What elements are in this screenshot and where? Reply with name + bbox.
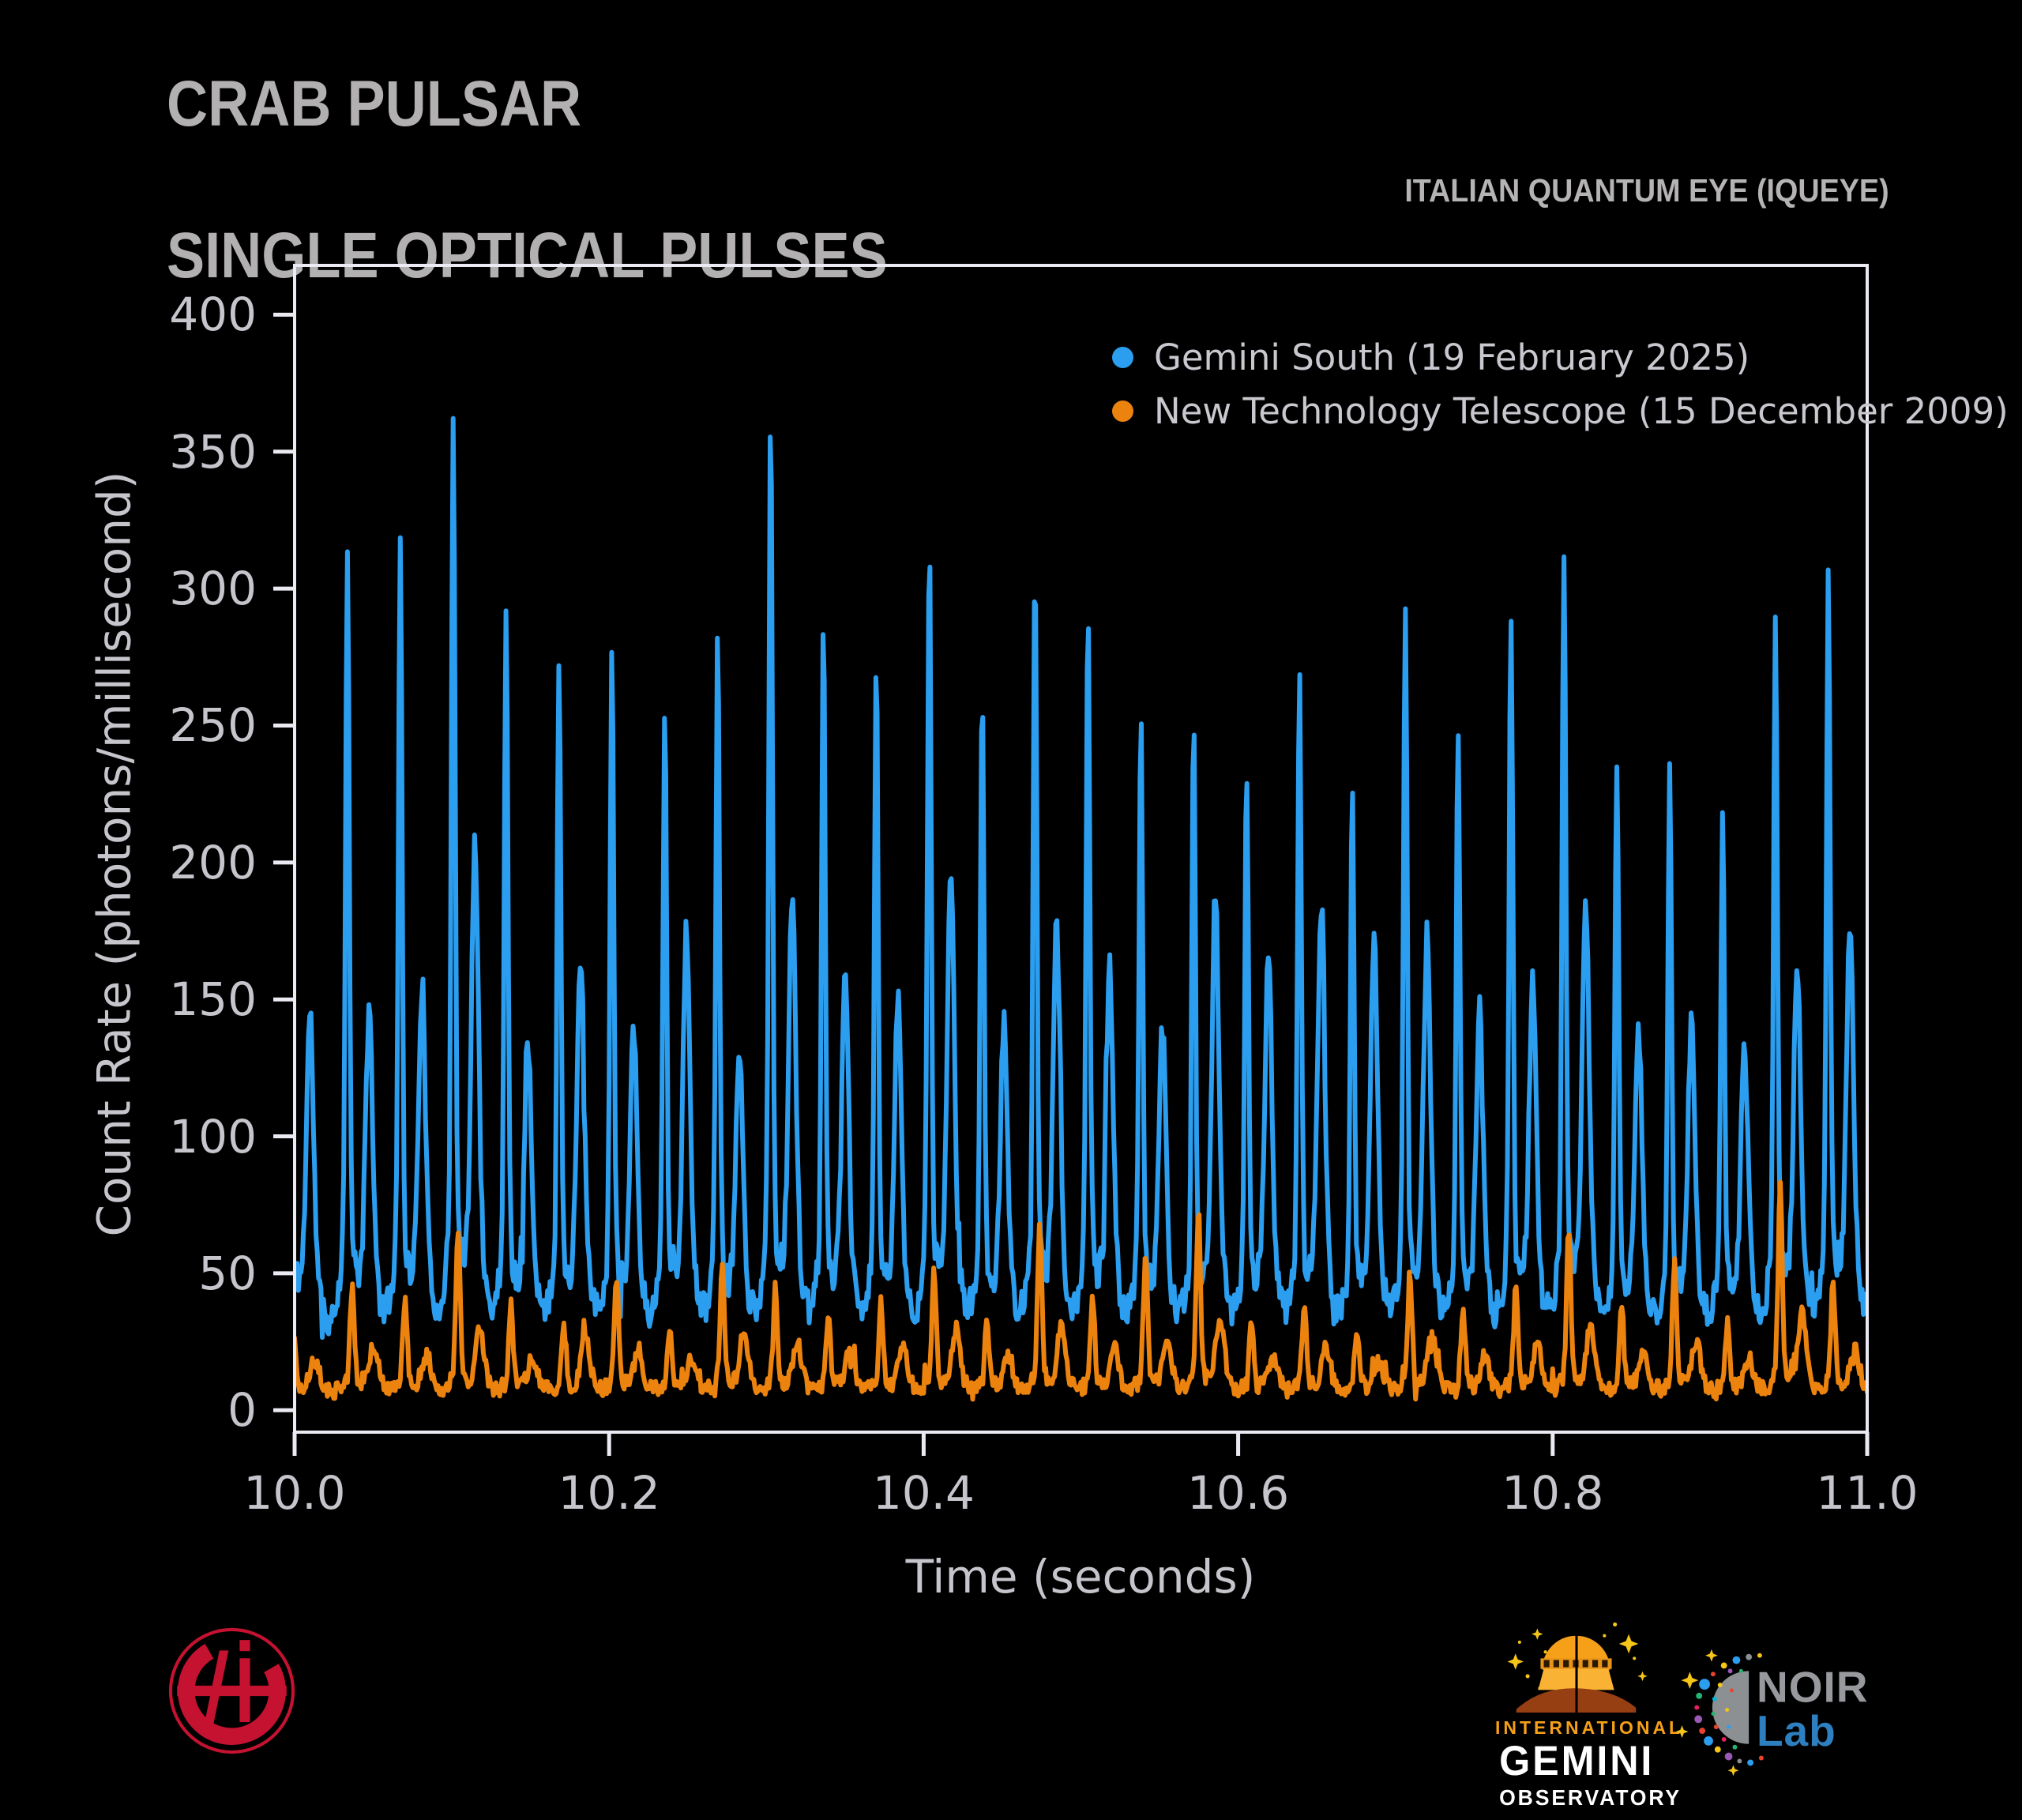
gemini-window-slit [1582, 1660, 1588, 1668]
noirlab-color-dot [1696, 1692, 1703, 1699]
y-tick-label: 350 [169, 424, 257, 479]
noirlab-color-dot [1712, 1696, 1717, 1702]
noirlab-color-dot [1699, 1728, 1706, 1735]
gemini-star-dot [1517, 1640, 1521, 1644]
noirlab-color-dot [1704, 1735, 1713, 1746]
gemini-window-slit [1592, 1660, 1599, 1668]
gemini-text-gemini: GEMINI [1499, 1738, 1655, 1784]
noirlab-color-dot [1725, 1708, 1730, 1712]
noirlab-color-dot [1711, 1712, 1716, 1716]
y-tick-label: 50 [198, 1246, 257, 1300]
y-tick-label: 150 [169, 972, 257, 1027]
gemini-window-slit [1563, 1660, 1569, 1668]
noirlab-color-dot [1694, 1705, 1700, 1710]
sparkle-star-icon [1727, 1765, 1739, 1777]
noirlab-color-dot [1727, 1668, 1733, 1674]
noirlab-color-dot [1746, 1653, 1753, 1660]
x-tick-label: 10.6 [1187, 1466, 1290, 1520]
noirlab-color-dot [1732, 1656, 1741, 1664]
legend-label-gemini-south: Gemini South (19 February 2025) [1154, 336, 1750, 378]
sparkle-star-icon [1532, 1628, 1543, 1640]
sparkle-star-icon [1705, 1649, 1718, 1662]
instrument-subtitle: ITALIAN QUANTUM EYE (IQUEYE) [1404, 172, 1889, 209]
x-tick-label: 10.0 [243, 1466, 346, 1520]
x-tick-label: 10.2 [558, 1466, 660, 1520]
gemini-stars-icon [1507, 1622, 1648, 1690]
noirlab-color-dot [1732, 1744, 1738, 1750]
noirlab-color-dot [1758, 1755, 1764, 1761]
page-title: CRAB PULSAR SINGLE OPTICAL PULSES [167, 66, 888, 294]
plot-frame [293, 264, 1869, 1434]
noirlab-color-dot [1710, 1671, 1716, 1677]
sparkle-star-icon [1507, 1653, 1524, 1670]
legend: Gemini South (19 February 2025) New Tech… [1112, 330, 2009, 438]
noirlab-color-dot [1737, 1758, 1742, 1764]
iqueye-logo-arc [178, 1637, 286, 1745]
iqueye-logo-ring [168, 1627, 295, 1754]
y-tick-label: 300 [169, 562, 257, 616]
gemini-dome-icon [1507, 1622, 1648, 1713]
noirlab-star-dots-icon [1675, 1649, 1764, 1777]
y-tick-label: 250 [169, 698, 257, 753]
iqueye-logo-leg [204, 1650, 229, 1724]
title-line-1: CRAB PULSAR [167, 68, 582, 140]
gemini-window-slit [1602, 1660, 1608, 1668]
noirlab-color-dot [1727, 1724, 1731, 1729]
gemini-south-series-line [295, 416, 1867, 1341]
sparkle-star-icon [1681, 1671, 1699, 1689]
gemini-star-dot [1633, 1656, 1637, 1660]
noirlab-halfmoon-icon [1712, 1671, 1750, 1744]
gemini-star-dot [1525, 1674, 1530, 1679]
gemini-window-slit [1543, 1660, 1550, 1668]
gemini-star-dot [1613, 1622, 1618, 1626]
noirlab-color-dot [1720, 1662, 1727, 1669]
gemini-star-dot [1543, 1650, 1547, 1654]
ntt-marker-icon [1112, 400, 1133, 422]
gemini-window-slit [1553, 1660, 1559, 1668]
gemini-text-international: INTERNATIONAL [1495, 1717, 1684, 1738]
gemini-star-dot [1603, 1634, 1607, 1638]
x-tick-label: 11.0 [1816, 1466, 1919, 1520]
noirlab-text-lab: Lab [1757, 1706, 1836, 1755]
gemini-observatory-logo: INTERNATIONAL GEMINI OBSERVATORY [1495, 1611, 1684, 1811]
iqueye-logo [168, 1627, 295, 1754]
legend-item-gemini-south: Gemini South (19 February 2025) [1112, 330, 2009, 384]
x-tick-label: 10.8 [1501, 1466, 1604, 1520]
noirlab-color-dot [1699, 1679, 1710, 1690]
noirlab-color-dot [1717, 1683, 1723, 1688]
noirlab-color-dot [1757, 1653, 1762, 1658]
noirlab-color-dot [1713, 1724, 1719, 1730]
y-tick-label: 100 [169, 1109, 257, 1164]
noirlab-color-dot [1730, 1688, 1734, 1693]
y-tick-label: 400 [169, 288, 257, 342]
title-line-2: SINGLE OPTICAL PULSES [167, 219, 888, 291]
sparkle-star-icon [1618, 1634, 1639, 1654]
x-tick-label: 10.4 [872, 1466, 975, 1520]
gemini-text-observatory: OBSERVATORY [1499, 1785, 1682, 1810]
noirlab-color-dot [1694, 1715, 1703, 1724]
noirlab-color-dot [1721, 1736, 1727, 1742]
gemini-south-marker-icon [1112, 346, 1133, 368]
gemini-split-line [1575, 1632, 1578, 1713]
iqueye-logo-i-dot [239, 1640, 250, 1652]
x-axis-label: Time (seconds) [905, 1550, 1256, 1604]
legend-item-ntt: New Technology Telescope (15 December 20… [1112, 384, 2009, 438]
noirlab-text-noir: NOIR [1757, 1663, 1869, 1712]
y-tick-label: 0 [227, 1383, 257, 1438]
noirlab-logo: NOIR Lab [1675, 1649, 1869, 1777]
iqueye-logo-i-stem [239, 1658, 250, 1723]
y-tick-label: 200 [169, 835, 257, 889]
noirlab-color-dot [1738, 1668, 1743, 1673]
sparkle-star-icon [1637, 1671, 1648, 1682]
noirlab-color-dot [1747, 1759, 1754, 1766]
ntt-series-line [295, 1179, 1867, 1402]
sparkle-star-icon [1675, 1725, 1689, 1738]
legend-label-ntt: New Technology Telescope (15 December 20… [1154, 389, 2009, 432]
noirlab-color-dot [1724, 1752, 1733, 1761]
iqueye-logo-bar [177, 1685, 287, 1697]
noirlab-color-dot [1714, 1746, 1721, 1753]
